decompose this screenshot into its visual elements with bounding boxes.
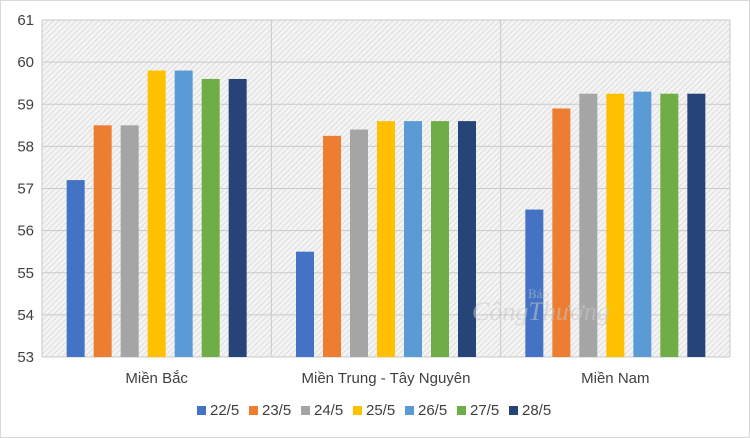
y-tick-label: 55	[17, 265, 34, 282]
bar-26-5-1	[174, 70, 193, 358]
watermark: Báo CôngThương	[472, 286, 610, 326]
bar-25-5-2	[377, 121, 395, 357]
x-category-label: Miền Nam	[581, 370, 649, 387]
bar-26-5-2	[404, 121, 422, 357]
legend-swatch	[509, 406, 518, 415]
legend-label: 23/5	[262, 402, 291, 419]
y-axis-ticks: 53 54 55 56 57 58 59 60 61	[17, 12, 34, 366]
y-tick-label: 53	[17, 349, 34, 366]
watermark-small: Báo	[528, 286, 549, 301]
bar-25-5-3	[606, 93, 625, 357]
bar-28-5-2	[458, 121, 476, 357]
legend-swatch	[457, 406, 466, 415]
bar-24-5-3	[579, 93, 598, 357]
bar-22-5-1	[66, 180, 85, 357]
bar-25-5-1	[147, 70, 166, 358]
bar-23-5-1	[93, 125, 112, 357]
y-tick-label: 59	[17, 96, 34, 113]
y-tick-label: 54	[17, 307, 34, 324]
y-tick-label: 61	[17, 12, 34, 29]
x-axis-categories: Miền Bắc Miền Trung - Tây Nguyên Miền Nam	[125, 370, 649, 387]
legend-swatch	[405, 406, 414, 415]
legend-swatch	[249, 406, 258, 415]
bar-23-5-2	[323, 135, 341, 357]
y-tick-label: 60	[17, 54, 34, 71]
y-tick-label: 56	[17, 223, 34, 240]
bar-22-5-3	[525, 209, 544, 357]
legend-swatch	[353, 406, 362, 415]
bar-24-5-2	[350, 129, 368, 357]
y-tick-label: 58	[17, 138, 34, 155]
x-category-label: Miền Bắc	[125, 370, 188, 387]
legend-label: 24/5	[314, 402, 343, 419]
bars	[66, 70, 706, 358]
legend-label: 22/5	[210, 402, 239, 419]
y-tick-label: 57	[17, 181, 34, 198]
bar-24-5-1	[120, 125, 139, 357]
bar-28-5-1	[228, 78, 247, 357]
legend-swatch	[301, 406, 310, 415]
bar-28-5-3	[687, 93, 706, 357]
legend-label: 27/5	[470, 402, 499, 419]
bar-26-5-3	[633, 91, 652, 358]
legend-label: 26/5	[418, 402, 447, 419]
bar-27-5-1	[201, 78, 220, 357]
legend-swatch	[197, 406, 206, 415]
category-separators	[41, 20, 731, 357]
bar-22-5-2	[296, 251, 314, 357]
bar-27-5-3	[660, 93, 679, 357]
watermark-logo: CôngThương	[472, 297, 610, 326]
bar-23-5-3	[552, 108, 571, 358]
legend: 22/5 23/5 24/5 25/5 26/5 27/5 28/5	[197, 402, 551, 419]
x-category-label: Miền Trung - Tây Nguyên	[302, 370, 471, 387]
bar-27-5-2	[431, 121, 449, 357]
legend-label: 25/5	[366, 402, 395, 419]
legend-label: 28/5	[522, 402, 551, 419]
